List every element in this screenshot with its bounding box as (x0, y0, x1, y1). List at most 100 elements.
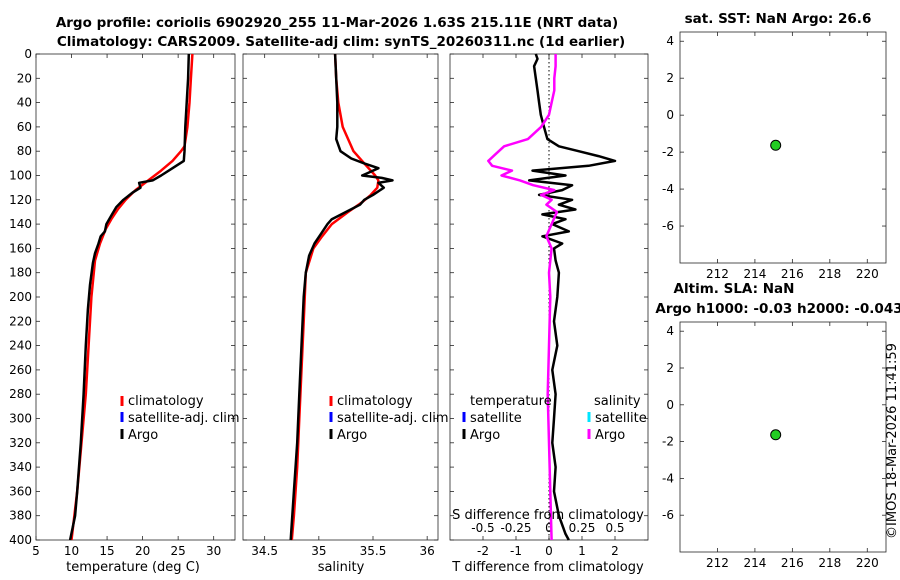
axes-frame (242, 53, 439, 541)
y-tick-label: -2 (662, 435, 674, 449)
x-tick-label: 0 (545, 544, 553, 558)
y-tick-label: 40 (17, 96, 32, 110)
salinity-panel: 34.5 35 35.5 36 (242, 53, 439, 558)
x-tick-label: 212 (706, 267, 729, 281)
y-tick-label: 280 (9, 387, 32, 401)
difference-top-label: S difference from climatology (452, 508, 644, 523)
argo-position-marker (770, 429, 782, 441)
legend-sal-argo-label: Argo (595, 428, 625, 443)
argo-position-marker (770, 139, 782, 151)
x-tick-label: 220 (856, 267, 879, 281)
y-tick-label: -4 (662, 182, 674, 196)
top-tick-label: -0.25 (500, 521, 531, 535)
y-tick-label: 2 (666, 71, 674, 85)
top-tick-label: -0.5 (471, 521, 494, 535)
legend-clim-label: climatology (337, 394, 413, 409)
y-tick-label: 200 (9, 290, 32, 304)
y-tick-label: 100 (9, 169, 32, 183)
x-tick-label: 35 (311, 544, 326, 558)
sst-map-title: sat. SST: NaN Argo: 26.6 (685, 11, 872, 27)
x-tick-label: 216 (781, 267, 804, 281)
x-tick-label: 30 (206, 544, 221, 558)
y-tick-label: 320 (9, 436, 32, 450)
axes-frame (35, 53, 236, 541)
y-tick-label: 180 (9, 266, 32, 280)
legend-clim-label: climatology (128, 394, 204, 409)
main-title-line2: Climatology: CARS2009. Satellite-adj cli… (57, 34, 625, 50)
top-tick-label: 0.25 (569, 521, 596, 535)
x-tick-label: 1 (578, 544, 586, 558)
x-tick-label: 35.5 (360, 544, 387, 558)
x-tick-label: 212 (706, 556, 729, 570)
x-tick-label: 218 (818, 267, 841, 281)
top-tick-label: 0 (545, 521, 553, 535)
legend-temperature-heading: temperature (470, 394, 552, 409)
axes-frame (679, 321, 887, 553)
top-tick-label: 0.5 (605, 521, 624, 535)
legend-sat-label: satellite-adj. clim (128, 411, 240, 426)
x-tick-label: 220 (856, 556, 879, 570)
x-tick-label: 214 (743, 267, 766, 281)
salinity-legend: climatology satellite-adj. clim Argo (329, 394, 449, 443)
argo-salinity-line (289, 53, 394, 541)
y-tick-label: 140 (9, 217, 32, 231)
y-tick-label: 340 (9, 460, 32, 474)
y-tick-label: 2 (666, 361, 674, 375)
y-tick-label: -4 (662, 471, 674, 485)
temperature-xlabel: temperature (deg C) (66, 560, 200, 575)
sla-map-title-line1: Altim. SLA: NaN (674, 281, 795, 297)
sla-map-title-line2: Argo h1000: -0.03 h2000: -0.043 (655, 301, 900, 317)
y-tick-label: 4 (666, 324, 674, 338)
y-tick-label: 220 (9, 314, 32, 328)
y-tick-label: 80 (17, 144, 32, 158)
x-tick-label: -2 (477, 544, 489, 558)
x-tick-label: 2 (611, 544, 619, 558)
legend-sal-sat-label: satellite (595, 411, 647, 426)
sla-map-panel: 4 2 0 -2 -4 -6 212 214 216 218 220 (662, 321, 887, 570)
argo-temperature-line (68, 53, 191, 541)
y-tick-label: 380 (9, 509, 32, 523)
y-tick-label: 260 (9, 363, 32, 377)
y-tick-label: 60 (17, 120, 32, 134)
x-tick-label: 15 (99, 544, 114, 558)
x-tick-label: 10 (64, 544, 79, 558)
x-tick-label: 36 (420, 544, 435, 558)
x-tick-label: 34.5 (251, 544, 278, 558)
legend-temp-sat-label: satellite (470, 411, 522, 426)
x-tick-label: 5 (32, 544, 40, 558)
y-tick-label: 160 (9, 241, 32, 255)
temperature-panel: 0 20 40 60 80 100 120 140 160 180 200 220 240 260 280 3… (9, 47, 236, 558)
x-tick-label: -1 (510, 544, 522, 558)
difference-panel: -2 -1 0 1 2 -0.5 -0.25 0 0.25 0.5 (449, 53, 649, 558)
difference-legend: temperature satellite Argo salinity sate… (462, 394, 647, 443)
y-tick-label: -6 (662, 219, 674, 233)
argo-salinity-difference-line (487, 54, 559, 541)
sst-map-panel: 4 2 0 -2 -4 -6 212 214 216 218 220 (662, 31, 887, 281)
y-tick-label: 0 (666, 398, 674, 412)
y-tick-label: 0 (666, 108, 674, 122)
y-tick-label: 20 (17, 71, 32, 85)
x-tick-label: 214 (743, 556, 766, 570)
legend-argo-label: Argo (128, 428, 158, 443)
x-tick-label: 25 (171, 544, 186, 558)
y-tick-label: -6 (662, 508, 674, 522)
x-tick-label: 20 (135, 544, 150, 558)
difference-xlabel: T difference from climatology (451, 560, 644, 575)
y-tick-label: 300 (9, 412, 32, 426)
y-tick-label: 4 (666, 34, 674, 48)
main-title-line1: Argo profile: coriolis 6902920_255 11-Ma… (56, 15, 618, 31)
timestamp-stamp: ©IMOS 18-Mar-2026 11:41:59 (885, 343, 900, 539)
y-tick-label: 360 (9, 484, 32, 498)
legend-sat-label: satellite-adj. clim (337, 411, 449, 426)
y-tick-label: 240 (9, 339, 32, 353)
legend-temp-argo-label: Argo (470, 428, 500, 443)
temperature-legend: climatology satellite-adj. clim Argo (120, 394, 240, 443)
y-tick-label: -2 (662, 145, 674, 159)
y-tick-label: 0 (24, 47, 32, 61)
salinity-xlabel: salinity (318, 560, 365, 575)
x-tick-label: 218 (818, 556, 841, 570)
y-tick-label: 120 (9, 193, 32, 207)
legend-argo-label: Argo (337, 428, 367, 443)
axes-frame (679, 31, 887, 264)
